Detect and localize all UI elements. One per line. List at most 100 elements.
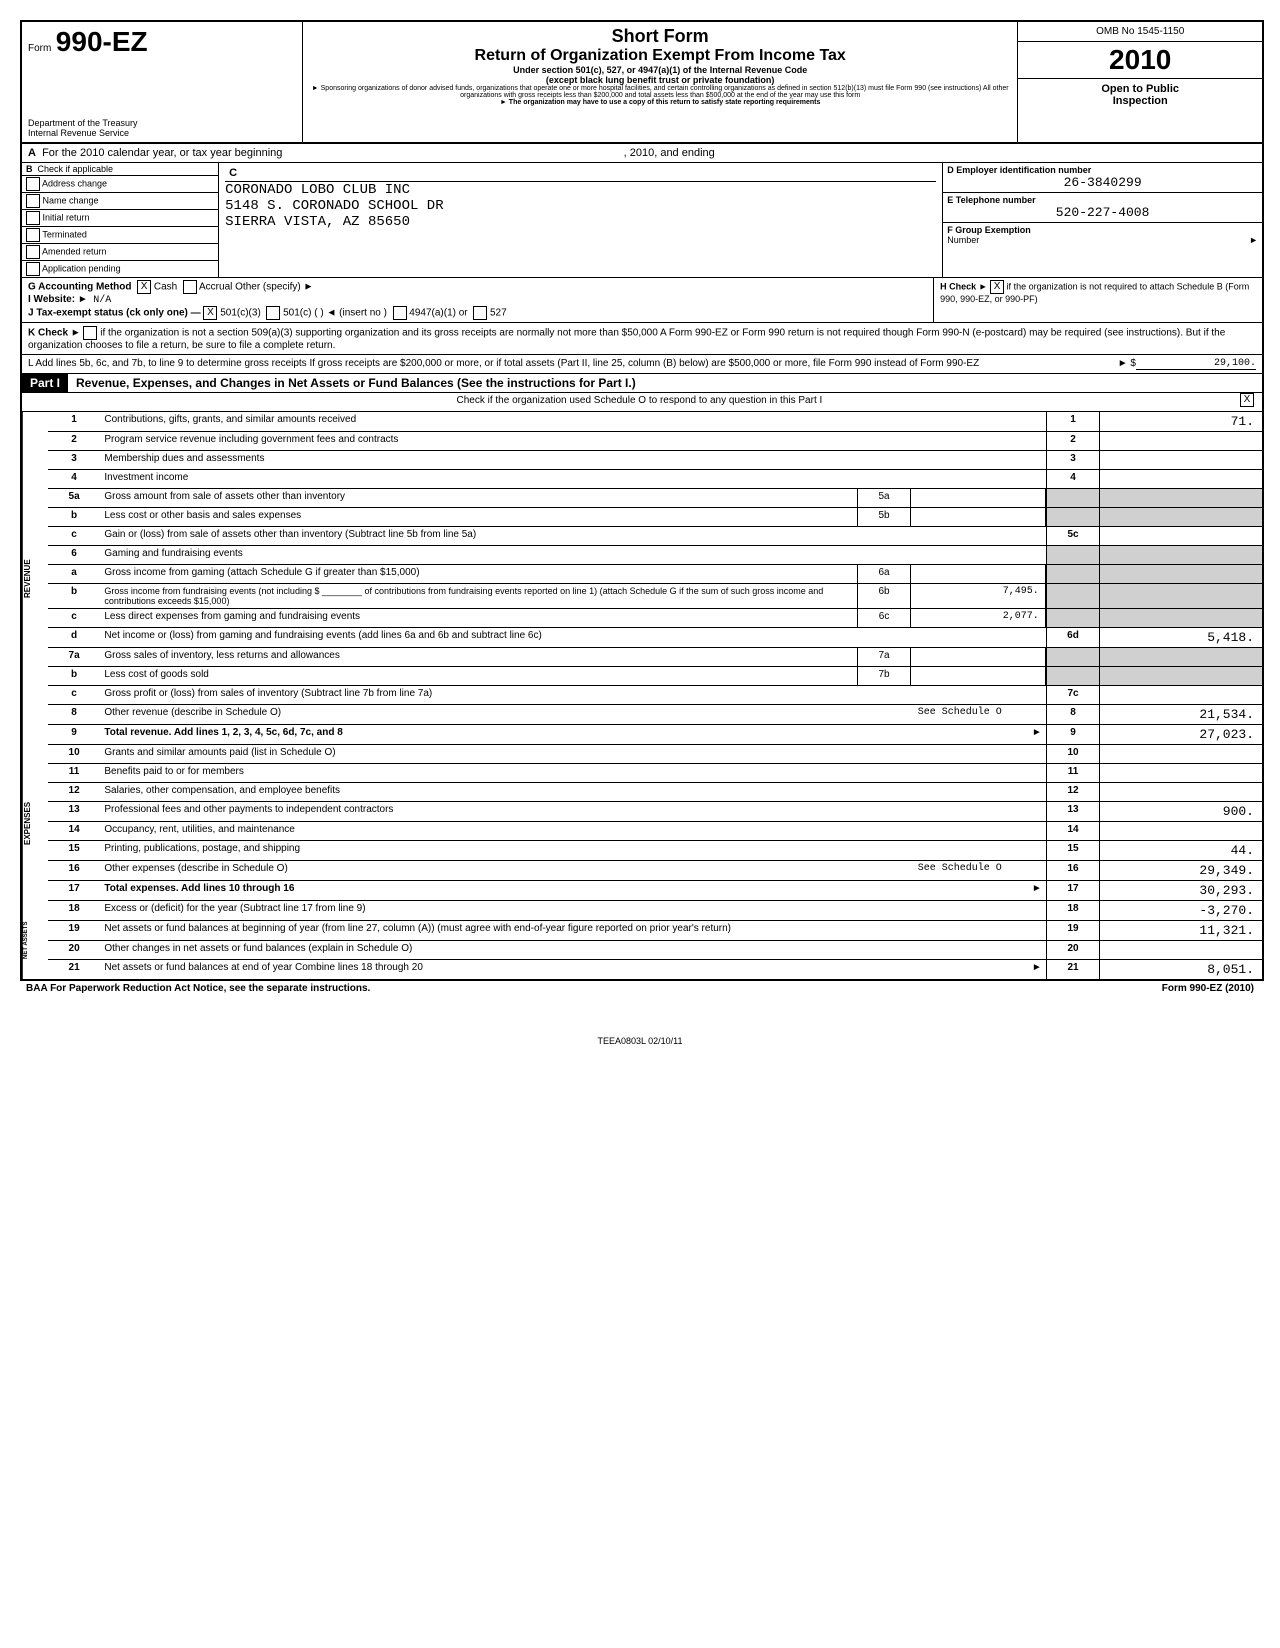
app-pending: Application pending <box>42 263 121 273</box>
baa-notice: BAA For Paperwork Reduction Act Notice, … <box>26 983 370 994</box>
sponsor-text: ► Sponsoring organizations of donor advi… <box>307 85 1013 99</box>
line6c-mid: 2,077. <box>911 609 1045 627</box>
chk-527[interactable] <box>473 306 487 320</box>
terminated: Terminated <box>42 229 87 239</box>
line5c-val <box>1100 527 1262 545</box>
line2-val <box>1100 432 1262 450</box>
expenses-side-label: EXPENSES <box>22 745 48 901</box>
chk-o[interactable]: X <box>1240 393 1254 407</box>
irs-label: Internal Revenue Service <box>28 128 296 138</box>
form-prefix: Form <box>28 43 51 54</box>
g-label: G Accounting Method <box>28 282 132 293</box>
line6c-desc: Less direct expenses from gaming and fun… <box>100 609 856 627</box>
line13-desc: Professional fees and other payments to … <box>100 802 1045 821</box>
section-a-end: , 2010, and ending <box>624 147 715 159</box>
line9-val: 27,023. <box>1100 725 1262 744</box>
line6a-desc: Gross income from gaming (attach Schedul… <box>100 565 856 583</box>
omb-number: OMB No 1545-1150 <box>1018 22 1262 42</box>
line7c-val <box>1100 686 1262 704</box>
form-ref: Form 990-EZ (2010) <box>1162 983 1254 994</box>
line21-arrow: ► <box>1032 962 1042 973</box>
line16-desc: Other expenses (describe in Schedule O) <box>104 863 287 874</box>
return-title: Return of Organization Exempt From Incom… <box>307 47 1013 65</box>
line1-desc: Contributions, gifts, grants, and simila… <box>100 412 1045 431</box>
line7a-desc: Gross sales of inventory, less returns a… <box>100 648 856 666</box>
line8-val: 21,534. <box>1100 705 1262 724</box>
netassets-side-label: NET ASSETS <box>22 901 48 979</box>
initial-return: Initial return <box>43 212 90 222</box>
line17-desc: Total expenses. Add lines 10 through 16 <box>104 883 294 894</box>
section-b: B Check if applicable Address change Nam… <box>22 163 219 277</box>
section-def: D Employer identification number 26-3840… <box>943 163 1262 277</box>
line18-desc: Excess or (deficit) for the year (Subtra… <box>100 901 1045 920</box>
j-label: J Tax-exempt status (ck only one) — <box>28 308 201 319</box>
line5b-mid <box>911 508 1045 526</box>
name-change: Name change <box>43 195 99 205</box>
k-label: K Check ► <box>28 328 81 339</box>
chk-cash[interactable]: X <box>137 280 151 294</box>
line17-val: 30,293. <box>1100 881 1262 900</box>
section-l: L Add lines 5b, 6c, and 7b, to line 9 to… <box>22 355 1262 374</box>
line21-val: 8,051. <box>1100 960 1262 979</box>
d-label: D Employer identification number <box>947 165 1091 175</box>
amended: Amended return <box>42 246 107 256</box>
part1-title: Revenue, Expenses, and Changes in Net As… <box>68 374 1262 392</box>
chk-amended[interactable] <box>26 245 40 259</box>
bcdef-row: B Check if applicable Address change Nam… <box>22 163 1262 278</box>
line7b-desc: Less cost of goods sold <box>100 667 856 685</box>
line5a-mid <box>911 489 1045 507</box>
line5c-desc: Gain or (loss) from sale of assets other… <box>100 527 1045 545</box>
line7b-mid <box>911 667 1045 685</box>
line4-val <box>1100 470 1262 488</box>
section-ghij: G Accounting Method X Cash Accrual Other… <box>22 278 1262 323</box>
chk-initial[interactable] <box>26 211 40 225</box>
section-c: C CORONADO LOBO CLUB INC 5148 S. CORONAD… <box>219 163 943 277</box>
chk-h[interactable]: X <box>990 280 1004 294</box>
check-applicable: Check if applicable <box>38 164 114 174</box>
chk-501c3[interactable]: X <box>203 306 217 320</box>
cash: Cash <box>154 282 177 293</box>
f-sub: Number <box>947 235 979 245</box>
line6-desc: Gaming and fundraising events <box>100 546 1045 564</box>
section-a: A For the 2010 calendar year, or tax yea… <box>22 144 1262 163</box>
line6a-mid <box>911 565 1045 583</box>
line8-note: See Schedule O <box>918 707 1002 718</box>
dept-treasury: Department of the Treasury <box>28 118 296 128</box>
line20-val <box>1100 941 1262 959</box>
line20-desc: Other changes in net assets or fund bala… <box>100 941 1045 959</box>
l-text: L Add lines 5b, 6c, and 7b, to line 9 to… <box>28 358 1076 370</box>
i-label: I Website: ► <box>28 294 88 305</box>
open-public: Open to Public <box>1101 83 1179 95</box>
line3-desc: Membership dues and assessments <box>100 451 1045 469</box>
line10-desc: Grants and similar amounts paid (list in… <box>100 745 1045 763</box>
h-label: H Check ► <box>940 281 987 291</box>
line5b-desc: Less cost or other basis and sales expen… <box>100 508 856 526</box>
k-text: if the organization is not a section 509… <box>28 328 1225 351</box>
chk-k[interactable] <box>83 326 97 340</box>
except-text: (except black lung benefit trust or priv… <box>546 75 775 85</box>
chk-terminated[interactable] <box>26 228 40 242</box>
chk-pending[interactable] <box>26 262 40 276</box>
chk-addr[interactable] <box>26 177 40 191</box>
line16-note: See Schedule O <box>918 863 1002 874</box>
chk-name[interactable] <box>26 194 40 208</box>
org-city: SIERRA VISTA, AZ 85650 <box>225 214 936 230</box>
revenue-side-label: REVENUE <box>22 412 48 745</box>
line14-val <box>1100 822 1262 840</box>
chk-501c[interactable] <box>266 306 280 320</box>
section-a-text: For the 2010 calendar year, or tax year … <box>42 147 282 159</box>
j-opt4: 527 <box>490 308 507 319</box>
short-form-title: Short Form <box>307 26 1013 47</box>
line15-desc: Printing, publications, postage, and shi… <box>100 841 1045 860</box>
tax-year: 2010 <box>1018 42 1262 79</box>
line2-desc: Program service revenue including govern… <box>100 432 1045 450</box>
chk-4947[interactable] <box>393 306 407 320</box>
chk-accrual[interactable] <box>183 280 197 294</box>
l-arrow: ► $ <box>1076 358 1136 370</box>
header-right: OMB No 1545-1150 2010 Open to Public Ins… <box>1018 22 1262 142</box>
line18-val: -3,270. <box>1100 901 1262 920</box>
l-value: 29,100. <box>1136 358 1256 370</box>
f-arrow: ► <box>1249 235 1258 245</box>
line6b-mid: 7,495. <box>911 584 1045 608</box>
line17-arrow: ► <box>1032 883 1042 894</box>
